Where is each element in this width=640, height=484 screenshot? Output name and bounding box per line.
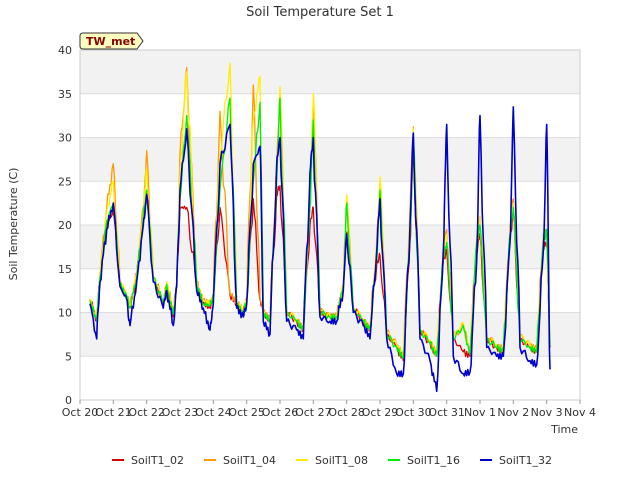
y-axis-ticks: 0 5 10 15 20 25 30 35 40 <box>58 44 72 407</box>
x-tick-label: Oct 25 <box>228 406 265 419</box>
x-tick-label: Nov 3 <box>531 406 563 419</box>
x-axis-label: Time <box>550 423 578 436</box>
background-bands <box>80 50 580 400</box>
legend-label: SoilT1_32 <box>499 454 552 467</box>
y-tick-label: 25 <box>58 175 72 188</box>
band <box>80 50 580 94</box>
x-tick-label: Oct 26 <box>262 406 299 419</box>
x-tick-label: Oct 31 <box>428 406 465 419</box>
band <box>80 137 580 182</box>
x-tick-label: Oct 30 <box>395 406 432 419</box>
annotation-shape <box>79 32 144 50</box>
annotation-box: TW_met <box>79 32 144 50</box>
y-tick-label: 5 <box>65 350 72 363</box>
x-tick-label: Nov 1 <box>464 406 496 419</box>
x-tick-label: Nov 4 <box>564 406 596 419</box>
y-tick-label: 40 <box>58 44 72 57</box>
x-tick-label: Oct 23 <box>162 406 199 419</box>
band <box>80 93 580 138</box>
legend: SoilT1_02 SoilT1_04 SoilT1_08 SoilT1_16 Soil… <box>112 454 552 467</box>
y-axis-label: Soil Temperature (C) <box>7 168 20 281</box>
x-tick-label: Oct 24 <box>195 406 232 419</box>
y-tick-label: 35 <box>58 88 72 101</box>
series-line-SoilT1_32 <box>89 106 551 393</box>
legend-label: SoilT1_16 <box>407 454 460 467</box>
band <box>80 181 580 225</box>
chart-title: Soil Temperature Set 1 <box>246 5 394 20</box>
y-tick-label: 10 <box>58 307 72 320</box>
x-tick-label: Nov 2 <box>497 406 529 419</box>
series-layer <box>89 62 551 393</box>
x-tick-label: Oct 20 <box>62 406 99 419</box>
y-tick-label: 15 <box>58 263 72 276</box>
y-tick-label: 0 <box>65 394 72 407</box>
y-tick-label: 30 <box>58 132 72 145</box>
plot-frame <box>79 49 581 401</box>
x-tick-label: Oct 21 <box>95 406 132 419</box>
legend-label: SoilT1_04 <box>223 454 276 467</box>
legend-label: SoilT1_02 <box>131 454 184 467</box>
x-tick-label: Oct 27 <box>295 406 332 419</box>
band <box>80 225 580 269</box>
x-tick-label: Oct 29 <box>362 406 399 419</box>
band <box>80 356 580 400</box>
x-tick-label: Oct 28 <box>328 406 365 419</box>
annotation-text: TW_met <box>86 35 135 48</box>
x-tick-label: Oct 22 <box>128 406 165 419</box>
y-tick-label: 20 <box>58 219 72 232</box>
legend-label: SoilT1_08 <box>315 454 368 467</box>
